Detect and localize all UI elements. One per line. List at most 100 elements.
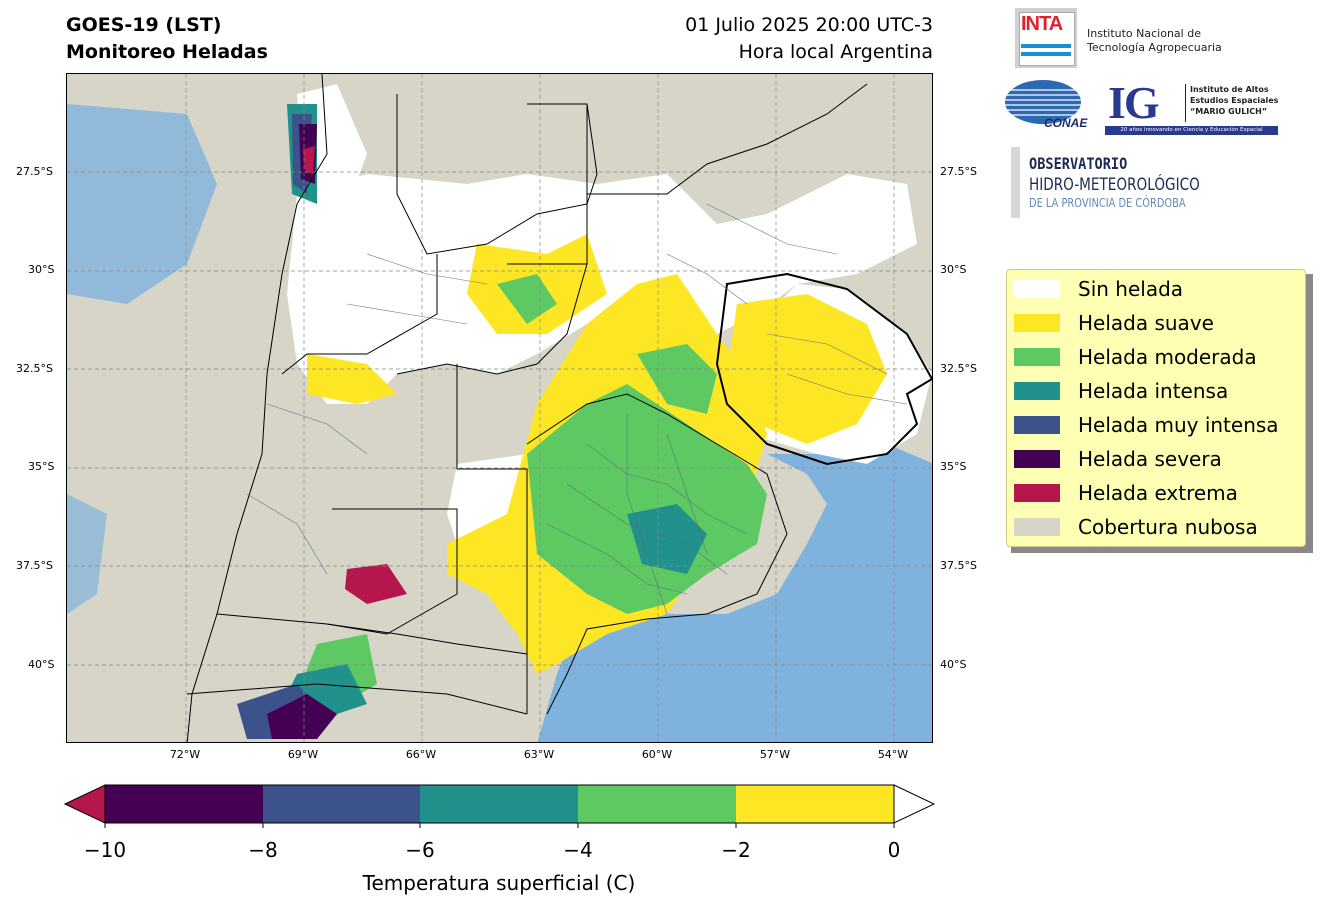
legend-swatch-very-intense	[1014, 416, 1060, 434]
legend-item: Helada suave	[1014, 308, 1214, 338]
inta-name-line: Tecnología Agropecuaria	[1087, 41, 1222, 54]
title-line-product: Monitoreo Heladas	[66, 41, 268, 63]
lon-label: 60°W	[641, 748, 673, 761]
lat-label-right: 37.5°S	[940, 559, 977, 572]
legend-swatch-severe	[1014, 450, 1060, 468]
lat-label-left: 27.5°S	[16, 165, 53, 178]
pacific-ocean-patch-south	[67, 494, 107, 614]
legend-label: Helada severa	[1078, 447, 1222, 471]
moderate-frost-cordoba	[497, 274, 557, 324]
colorbar-segment-severe	[105, 785, 263, 823]
extreme-frost-mendoza	[345, 564, 407, 604]
title-line-satellite: GOES-19 (LST)	[66, 14, 222, 36]
legend-item: Helada intensa	[1014, 376, 1228, 406]
lat-label-right: 30°S	[940, 263, 967, 276]
colorbar-tick-label: −10	[83, 838, 127, 862]
lon-label: 69°W	[287, 748, 319, 761]
lat-label-right: 27.5°S	[940, 165, 977, 178]
legend-item: Helada moderada	[1014, 342, 1257, 372]
observatorio-logo-bar	[1011, 147, 1020, 218]
colorbar-segment-mild	[736, 785, 894, 823]
legend-label: Helada suave	[1078, 311, 1214, 335]
legend-label: Helada intensa	[1078, 379, 1229, 403]
legend-swatch-mild	[1014, 314, 1060, 332]
ig-logo-band: 20 años innovando en Ciencia y Educación…	[1105, 126, 1278, 135]
legend-swatch-no-frost	[1014, 280, 1060, 298]
map-datetime: 01 Julio 2025 20:00 UTC-3 Hora local Arg…	[685, 12, 933, 66]
lon-label: 57°W	[759, 748, 791, 761]
timezone-text: Hora local Argentina	[738, 41, 933, 63]
legend-item: Helada severa	[1014, 444, 1222, 474]
colorbar-label: Temperatura superficial (C)	[362, 871, 636, 895]
lat-label-right: 35°S	[940, 460, 967, 473]
map-title: GOES-19 (LST) Monitoreo Heladas	[66, 12, 268, 66]
colorbar-tick-label: −2	[721, 838, 751, 862]
lat-label-left: 30°S	[28, 263, 55, 276]
legend-label: Helada extrema	[1078, 481, 1238, 505]
conae-logo	[1004, 80, 1082, 124]
inta-logo: INTA	[1015, 8, 1077, 68]
lat-label-left: 35°S	[28, 460, 55, 473]
colorbar-under-arrow	[64, 784, 106, 824]
conae-logo-word: CONAE	[1044, 116, 1088, 130]
lat-label-left: 32.5°S	[16, 362, 53, 375]
pacific-ocean-patch	[67, 104, 217, 304]
colorbar-tick-label: −8	[248, 838, 278, 862]
colorbar-outline	[104, 784, 895, 824]
colorbar-ticks	[104, 823, 895, 828]
legend-label: Helada moderada	[1078, 345, 1257, 369]
legend-item: Helada extrema	[1014, 478, 1238, 508]
province-borders	[186, 74, 932, 742]
observatorio-line2: HIDRO-METEOROLÓGICO	[1029, 175, 1200, 195]
lat-label-left: 40°S	[28, 658, 55, 671]
ig-logo-line: “MARIO GULICH”	[1190, 107, 1268, 116]
lon-label: 66°W	[405, 748, 437, 761]
lon-label: 54°W	[877, 748, 909, 761]
inta-name-line: Instituto Nacional de	[1087, 27, 1201, 40]
lat-label-left: 37.5°S	[16, 559, 53, 572]
legend-label: Sin helada	[1078, 277, 1184, 301]
legend-item: Helada muy intensa	[1014, 410, 1279, 440]
graticule	[67, 74, 932, 742]
ig-logo-text: Instituto de Altos Estudios Espaciales “…	[1190, 84, 1278, 117]
ig-logo-line: Estudios Espaciales	[1190, 96, 1279, 105]
intense-frost-buenos-aires	[627, 504, 707, 574]
ig-logo-line: Instituto de Altos	[1190, 85, 1269, 94]
lat-label-right: 32.5°S	[940, 362, 977, 375]
department-borders	[246, 203, 908, 615]
extreme-frost-andes	[303, 146, 315, 174]
mild-frost-santafe	[307, 354, 397, 404]
legend-item: Sin helada	[1014, 274, 1183, 304]
legend-swatch-extreme	[1014, 484, 1060, 502]
moderate-frost-buenos-aires	[527, 384, 767, 614]
lon-label: 72°W	[169, 748, 201, 761]
moderate-frost-entre-rios	[637, 344, 717, 414]
ig-logo-letters: IG	[1108, 77, 1160, 128]
severe-frost-patagonia	[267, 694, 337, 739]
colorbar-segment-very-intense	[263, 785, 420, 823]
colorbar-tick-label: 0	[887, 838, 901, 862]
inta-logo-word: INTA	[1021, 13, 1063, 35]
colorbar	[64, 784, 936, 828]
legend-swatch-intense	[1014, 382, 1060, 400]
legend-label: Cobertura nubosa	[1078, 515, 1258, 539]
ig-logo-separator	[1185, 84, 1186, 122]
colorbar-tick-label: −4	[563, 838, 593, 862]
ig-logo	[1105, 77, 1278, 135]
lon-label: 63°W	[523, 748, 555, 761]
colorbar-segment-moderate	[578, 785, 736, 823]
inta-name: Instituto Nacional de Tecnología Agropec…	[1087, 27, 1222, 55]
colorbar-segment-intense	[420, 785, 578, 823]
observatorio-line3: DE LA PROVINCIA DE CÓRDOBA	[1029, 196, 1186, 210]
observatorio-line1: OBSERVATORIO	[1029, 154, 1128, 173]
colorbar-over-arrow	[893, 784, 936, 824]
map-canvas	[67, 74, 932, 742]
lat-label-right: 40°S	[940, 658, 967, 671]
frost-map	[66, 73, 933, 743]
frost-legend: Sin helada Helada suave Helada moderada …	[1006, 269, 1306, 547]
legend-label: Helada muy intensa	[1078, 413, 1279, 437]
atlantic-ocean	[537, 444, 932, 742]
legend-item: Cobertura nubosa	[1014, 512, 1258, 542]
legend-swatch-moderate	[1014, 348, 1060, 366]
mild-frost-uruguay	[727, 294, 887, 444]
